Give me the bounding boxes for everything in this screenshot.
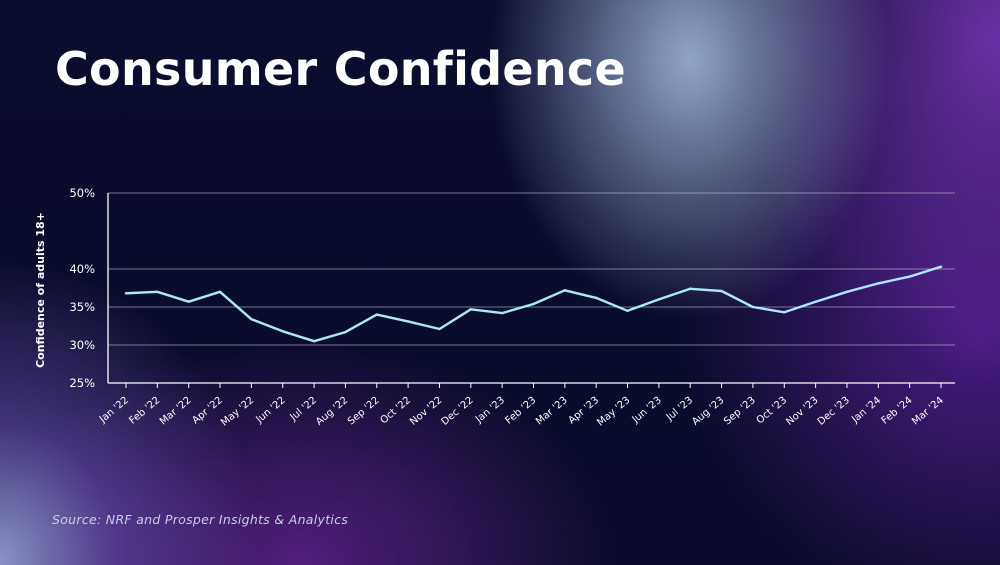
x-tick-label: Dec '22	[440, 395, 476, 428]
x-tick-label: Feb '24	[880, 395, 915, 427]
x-tick-label: May '23	[595, 395, 632, 429]
x-tick-label: Jan '23	[473, 395, 507, 426]
series-group	[124, 265, 943, 343]
x-tick-label: Nov '23	[784, 395, 820, 428]
data-point	[344, 330, 347, 334]
data-point	[939, 265, 943, 268]
data-point	[689, 287, 692, 290]
y-tick-label: 50%	[69, 186, 95, 200]
data-point	[281, 330, 284, 333]
y-tick-label: 35%	[69, 300, 95, 314]
y-tick-label: 40%	[69, 262, 95, 276]
data-point	[469, 308, 473, 311]
x-tick-label: Oct '23	[755, 395, 790, 427]
data-point	[751, 305, 755, 309]
x-tick-label: Feb '23	[504, 395, 539, 427]
data-point	[845, 290, 849, 293]
y-axis-label: Confidence of adults 18+	[34, 212, 47, 368]
axes	[107, 193, 955, 384]
data-point	[908, 275, 911, 278]
data-point	[657, 298, 661, 301]
page-title: Consumer Confidence	[55, 42, 626, 96]
data-point	[156, 290, 159, 293]
x-tick-label: Mar '24	[910, 395, 946, 428]
data-point	[720, 289, 723, 293]
x-tick-label: Sep '23	[722, 395, 758, 428]
data-point	[877, 282, 880, 285]
data-point	[312, 340, 316, 343]
data-point	[406, 320, 410, 323]
data-point	[783, 311, 786, 314]
data-point	[563, 289, 567, 292]
x-tick-label: Jun '23	[630, 395, 664, 426]
grid-lines	[108, 192, 955, 346]
source-note: Source: NRF and Prosper Insights & Analy…	[52, 512, 349, 527]
data-point	[124, 292, 128, 295]
x-tick-label: Aug '22	[314, 395, 350, 428]
x-tick-label: Feb '22	[127, 395, 162, 427]
x-tick-label: Jan '22	[97, 395, 131, 426]
data-point	[532, 302, 535, 306]
data-point	[500, 311, 504, 315]
x-tick-label: Aug '23	[690, 395, 726, 428]
x-tick-label: May '22	[219, 395, 256, 429]
y-tick-label: 25%	[69, 376, 95, 390]
y-tick-labels: 25% 30% 35% 40% 50%	[69, 186, 95, 390]
data-point	[375, 313, 378, 316]
x-tick-label: Jan '24	[849, 395, 883, 426]
x-tick-label: Oct '22	[378, 395, 413, 427]
data-point	[187, 300, 190, 303]
data-point	[250, 317, 253, 321]
x-tick-label: Mar '22	[158, 395, 194, 428]
data-point	[594, 296, 598, 300]
data-point	[218, 290, 222, 293]
x-tick-label: Jun '22	[254, 395, 288, 426]
x-tick-label: Mar '23	[534, 395, 570, 428]
x-tick-label: Nov '22	[408, 395, 444, 428]
data-point	[814, 300, 817, 303]
x-tick-label: Dec '23	[816, 395, 852, 428]
y-tick-label: 30%	[69, 338, 95, 352]
data-point	[438, 327, 441, 331]
x-tick-label: Sep '22	[346, 395, 382, 428]
data-point	[626, 309, 629, 312]
